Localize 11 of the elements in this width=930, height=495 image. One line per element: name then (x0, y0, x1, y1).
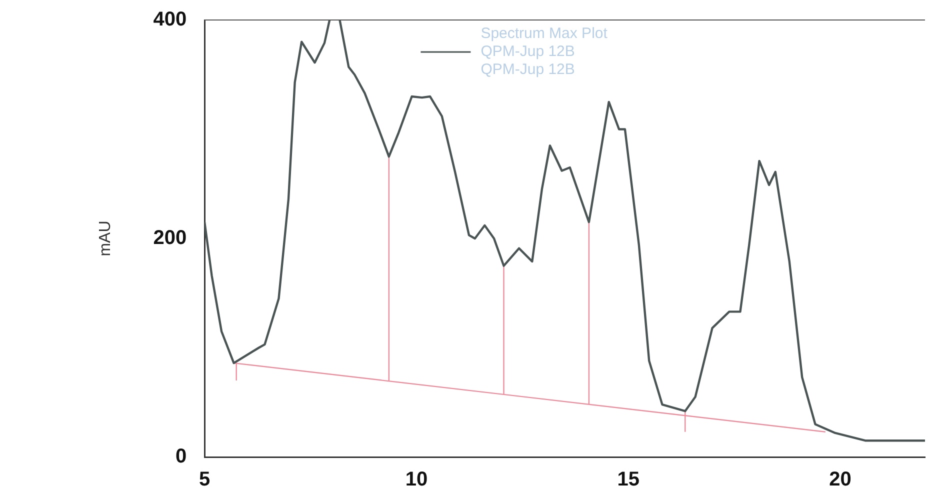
y-axis-title: mAU (97, 220, 114, 256)
y-tick-label: 0 (175, 446, 187, 468)
legend-title: Spectrum Max Plot (480, 25, 608, 42)
x-tick-label: 10 (405, 468, 428, 491)
x-tick-label: 15 (617, 468, 640, 491)
annotation: QPM-Jup 12B (480, 61, 575, 78)
x-tick-label: 5 (199, 468, 210, 491)
legend-label: QPM-Jup 12B (480, 43, 575, 60)
y-tick-label: 400 (153, 8, 187, 31)
y-tick-label: 200 (153, 227, 187, 250)
x-tick-label: 20 (829, 468, 852, 491)
